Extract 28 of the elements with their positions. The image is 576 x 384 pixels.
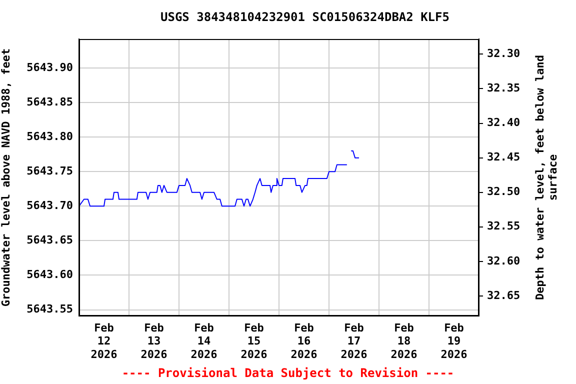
x-tick-label: Feb 18 2026 — [390, 321, 418, 361]
chart-title: USGS 384348104232901 SC01506324DBA2 KLF5 — [160, 10, 450, 24]
y-tick-label: 5643.70 — [26, 199, 73, 212]
y-tick-label: 5643.90 — [26, 60, 73, 74]
y-tick-label: 5643.85 — [26, 95, 73, 108]
y-axis-title: Groundwater level above NAVD 1988, feet — [0, 48, 12, 307]
y2-tick-label: 32.60 — [487, 254, 520, 268]
y-tick-label: 5643.55 — [26, 302, 73, 316]
y-tick-label: 5643.60 — [26, 268, 73, 282]
y2-tick-label: 32.65 — [487, 288, 520, 302]
y2-tick-label: 32.30 — [487, 47, 520, 60]
x-tick-label: Feb 17 2026 — [340, 321, 368, 361]
x-tick-label: Feb 13 2026 — [140, 321, 168, 361]
y-tick-label: 5643.75 — [26, 164, 73, 178]
x-tick-label: Feb 12 2026 — [90, 321, 118, 361]
y2-tick-label: 32.50 — [487, 185, 520, 198]
y2-tick-label: 32.55 — [487, 220, 520, 233]
x-tick-label: Feb 19 2026 — [440, 321, 468, 361]
y2-tick-label: 32.35 — [487, 82, 520, 95]
x-tick-label: Feb 15 2026 — [240, 321, 268, 361]
y-tick-label: 5643.80 — [26, 130, 73, 143]
text: ---- Provisional Data Subject to Revision ---- — [120, 366, 456, 380]
y2-tick-label: 32.40 — [487, 116, 520, 130]
x-tick-label: Feb 14 2026 — [190, 321, 218, 361]
y2-axis-title: Depth to water level, feet below land surface — [533, 54, 560, 300]
x-tick-label: Feb 16 2026 — [290, 321, 318, 361]
y-tick-label: 5643.65 — [26, 234, 73, 247]
y2-tick-label: 32.45 — [487, 150, 520, 164]
